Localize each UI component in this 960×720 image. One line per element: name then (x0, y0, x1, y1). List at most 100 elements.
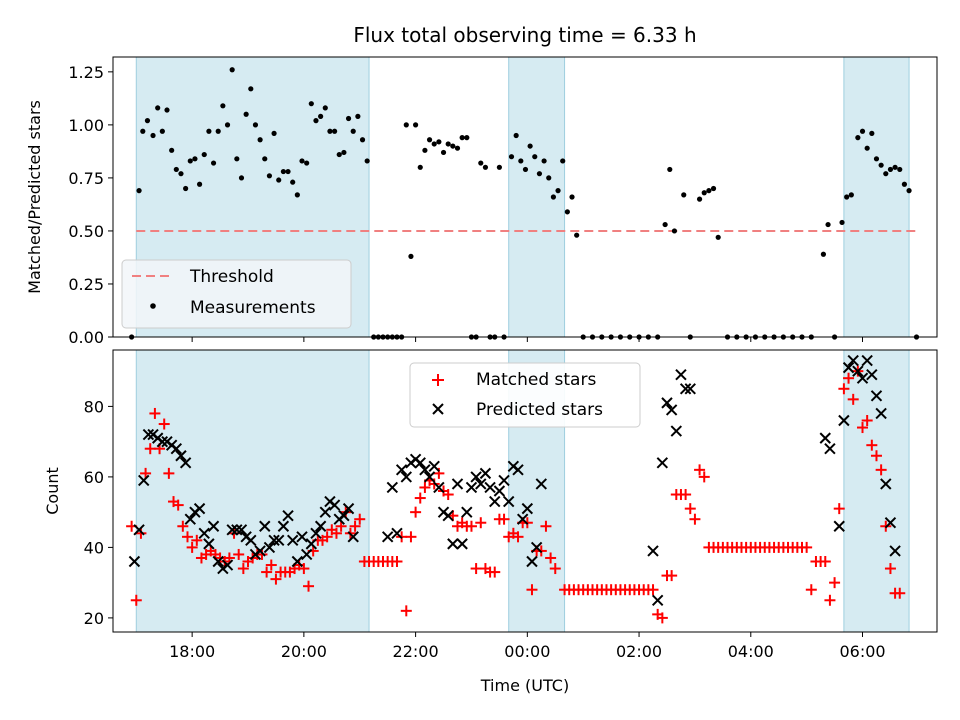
predicted-star-point (203, 538, 215, 550)
predicted-star-point (342, 502, 355, 515)
matched-star-point (801, 541, 813, 553)
top-axes-frame (112, 56, 938, 338)
matched-star-point (321, 531, 333, 543)
predicted-star-point (465, 481, 478, 494)
measurement-point (178, 171, 184, 177)
matched-star-point (130, 594, 142, 606)
measurement-point (355, 113, 361, 119)
predicted-star-point (273, 534, 285, 547)
measurement-point (173, 166, 179, 173)
matched-star-point (256, 548, 268, 560)
matched-star-point (526, 584, 538, 596)
predicted-star-point (502, 495, 515, 508)
predicted-star-point (433, 481, 445, 494)
measurement-point (482, 164, 489, 170)
matched-star-point (870, 450, 882, 462)
measurement-point (341, 149, 347, 156)
matched-star-point (303, 580, 315, 592)
measurement-point (855, 135, 861, 141)
measurement-point (541, 158, 547, 164)
matched-star-point (805, 584, 817, 596)
top-y-tick-label: 0.25 (68, 275, 104, 294)
legend-predicted-swatch (432, 403, 444, 415)
measurement-point (478, 160, 484, 166)
measurement-point (454, 145, 461, 151)
predicted-star-point (254, 545, 266, 557)
predicted-stars-points (128, 354, 901, 606)
measurement-point (569, 194, 575, 200)
matched-star-point (894, 587, 906, 599)
matched-star-point (465, 520, 477, 532)
predicted-star-point (138, 474, 150, 487)
measurement-point (667, 166, 673, 173)
measurement-point (183, 185, 189, 192)
predicted-star-point (291, 555, 304, 568)
measurement-point (187, 158, 193, 164)
measurement-point (417, 164, 423, 170)
measurement-point (164, 107, 170, 113)
matched-star-point (824, 594, 836, 606)
measurement-point (844, 194, 850, 200)
measurement-point (192, 156, 198, 162)
predicted-star-point (128, 555, 141, 568)
matched-star-point (847, 393, 859, 405)
matched-star-point (223, 552, 235, 564)
measurement-point (560, 158, 566, 164)
legend-matched-swatch (432, 374, 444, 386)
measurement-point (496, 164, 502, 170)
matched-star-point (861, 415, 873, 426)
measurement-point (839, 219, 845, 226)
predicted-star-point (470, 471, 482, 483)
measurement-point (825, 221, 831, 228)
predicted-star-point (179, 457, 192, 469)
matched-star-point (698, 471, 710, 483)
measurement-point (508, 154, 515, 160)
matched-star-point (270, 573, 282, 585)
measurement-point (140, 128, 146, 134)
predicted-star-point (338, 509, 350, 522)
predicted-star-point (875, 407, 887, 420)
measurement-point (513, 132, 519, 139)
bottom-panel: 20 40 60 80 18:00 20:00 22:00 00:00 02:00 04:00 0… (43, 349, 938, 695)
predicted-star-point (386, 481, 399, 494)
predicted-star-point (852, 365, 864, 377)
measurement-point (248, 86, 254, 92)
matched-star-point (405, 531, 417, 543)
measurement-point (169, 147, 175, 153)
matched-star-point (354, 513, 366, 525)
top-y-tick-label: 0.00 (68, 328, 104, 347)
matched-star-point (400, 605, 412, 617)
predicted-star-point (184, 513, 196, 525)
matched-star-point (843, 372, 855, 384)
matched-star-point (158, 418, 170, 430)
top-y-ticks: 0.00 0.25 0.50 0.75 1.00 1.25 (68, 63, 113, 347)
predicted-star-point (428, 460, 440, 473)
predicted-star-point (461, 506, 473, 518)
bottom-axes-frame (112, 349, 938, 633)
predicted-star-point (175, 450, 187, 462)
matched-star-point (349, 520, 361, 532)
measurement-point (869, 130, 875, 136)
measurement-point (532, 154, 538, 160)
predicted-star-point (300, 548, 313, 561)
measurement-point (144, 118, 151, 124)
bottom-y-tick-label: 60 (84, 468, 104, 487)
measurement-point (671, 228, 678, 234)
matched-star-point (680, 489, 692, 501)
bottom-y-tick-label: 40 (84, 538, 104, 557)
predicted-star-point (221, 559, 234, 571)
predicted-star-point (861, 354, 873, 367)
predicted-star-point (310, 527, 322, 540)
measurement-point (313, 118, 319, 124)
matched-star-point (181, 531, 193, 543)
x-tick-label: 06:00 (839, 642, 885, 661)
matched-star-point (549, 563, 561, 575)
predicted-star-point (479, 467, 492, 480)
measurement-point (403, 122, 409, 128)
matched-star-point (470, 563, 482, 575)
predicted-star-point (880, 478, 892, 490)
measurement-point (215, 128, 221, 134)
matched-star-point (829, 577, 841, 589)
predicted-star-point (884, 517, 897, 529)
measurement-point (345, 115, 352, 122)
